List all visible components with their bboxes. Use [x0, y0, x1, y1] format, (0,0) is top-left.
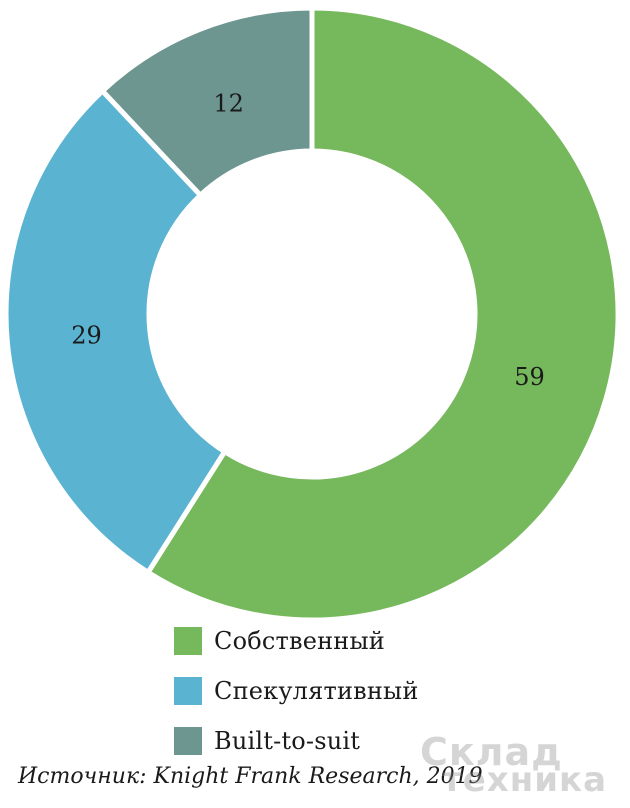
data-label-own: 59 [514, 363, 545, 391]
slice-own [144, 5, 621, 623]
legend: Собственный Спекулятивный Built-to-suit [174, 625, 419, 775]
legend-item-speculative: Спекулятивный [174, 675, 419, 707]
legend-label-built-to-suit: Built-to-suit [214, 727, 361, 755]
slice-speculative [3, 87, 229, 576]
legend-item-built-to-suit: Built-to-suit [174, 725, 419, 757]
watermark-logo: Склад техника [412, 730, 622, 804]
slice-built-to-suit [98, 5, 315, 199]
legend-label-speculative: Спекулятивный [214, 677, 419, 705]
source-note: Источник: Knight Frank Research, 2019 [18, 764, 483, 789]
data-label-speculative: 29 [71, 321, 102, 349]
watermark-line-2: техника [442, 760, 608, 800]
data-label-built-to-suit: 12 [213, 89, 244, 117]
donut-chart: 59 29 12 [3, 5, 621, 623]
legend-swatch-speculative [174, 677, 202, 705]
legend-label-own: Собственный [214, 627, 385, 655]
legend-swatch-own [174, 627, 202, 655]
legend-item-own: Собственный [174, 625, 419, 657]
legend-swatch-built-to-suit [174, 727, 202, 755]
watermark-line-1: Склад [420, 730, 563, 774]
